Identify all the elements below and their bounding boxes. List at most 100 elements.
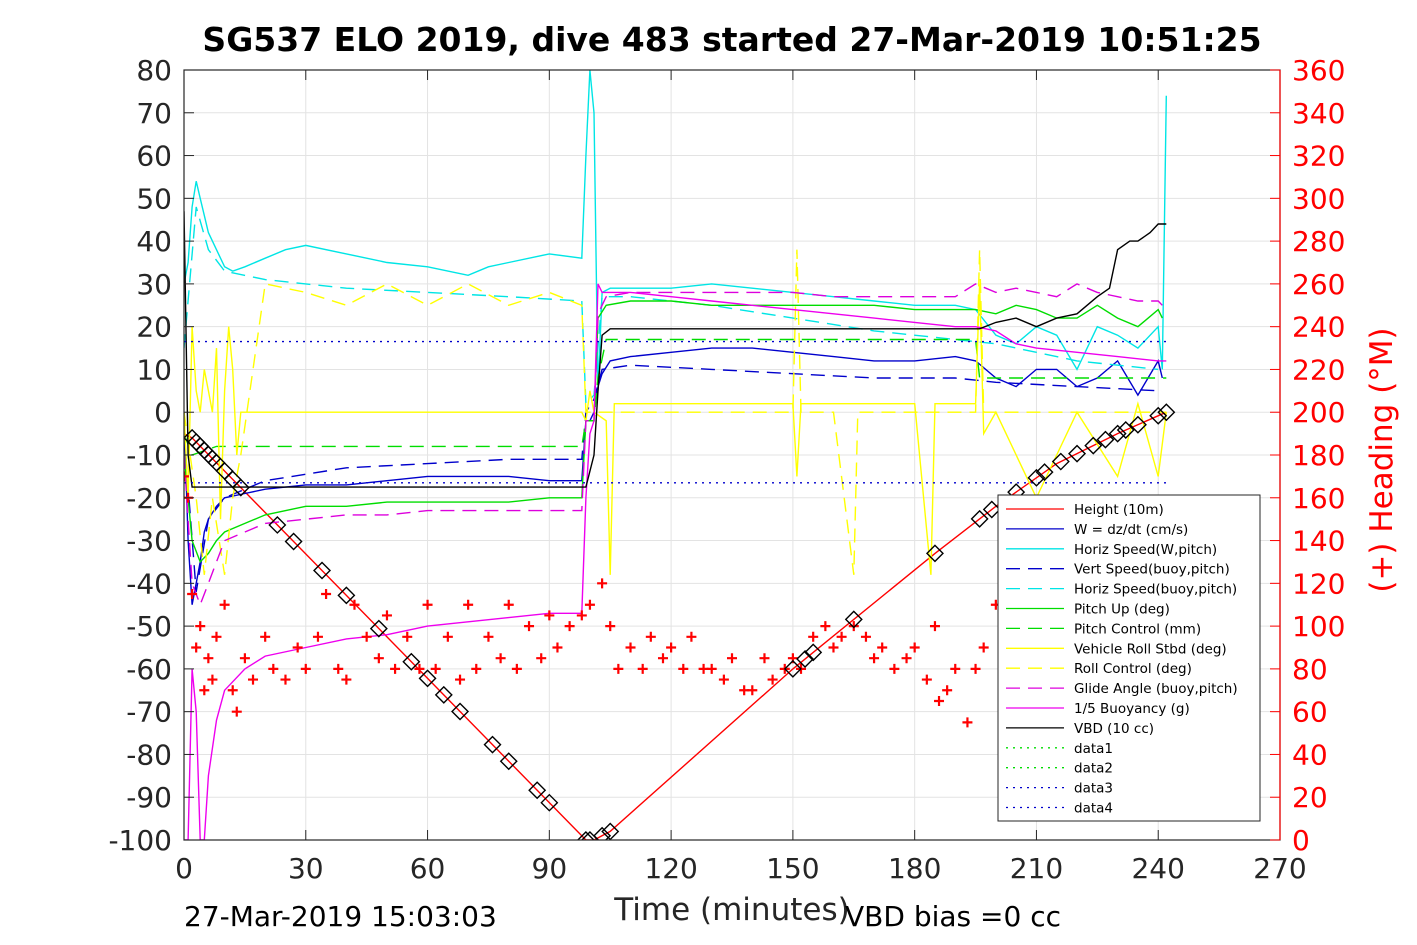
y-tick-label: 50	[136, 182, 172, 215]
footer-vbd-bias: VBD bias =0 cc	[845, 900, 1061, 933]
legend-entry: Pitch Up (deg)	[1074, 602, 1170, 618]
dive-marker	[418, 669, 437, 688]
heading-marker	[442, 631, 453, 642]
legend-entry: Vehicle Roll Stbd (deg)	[1074, 641, 1227, 657]
heading-marker	[511, 663, 522, 674]
axes: 0 30 60 90 120 150 180 210 240 270 80 70 60 50 40 30 20 1…	[108, 54, 1345, 885]
x-tick-label: 30	[288, 852, 324, 885]
legend-entry: W = dz/dt (cm/s)	[1074, 522, 1188, 538]
right-y-tick-label: 280	[1292, 225, 1345, 258]
y-tick-label: 10	[136, 353, 172, 386]
heading-marker	[312, 631, 323, 642]
right-axis-label: (+) Heading (°M)	[1364, 327, 1400, 592]
heading-marker	[637, 663, 648, 674]
dive-marker	[796, 649, 815, 668]
heading-marker	[727, 653, 737, 664]
x-axis-label: Time (minutes)	[613, 892, 849, 928]
heading-marker	[597, 578, 608, 589]
heading-marker	[300, 663, 311, 674]
x-tick-label: 120	[644, 852, 697, 885]
y-tick-label: -100	[108, 824, 172, 857]
series-line	[184, 249, 1167, 575]
dive-marker	[451, 702, 470, 721]
heading-marker	[820, 621, 831, 632]
heading-marker	[381, 610, 392, 621]
heading-marker	[625, 642, 636, 653]
heading-marker	[321, 589, 332, 600]
dive-marker	[528, 781, 547, 800]
heading-marker	[207, 674, 218, 685]
heading-marker	[544, 610, 555, 621]
heading-marker	[860, 631, 871, 642]
series-line	[184, 364, 1159, 593]
footer-timestamp: 27-Mar-2019 15:03:03	[184, 900, 497, 933]
heading-marker	[349, 599, 360, 610]
y-tick-label: -30	[126, 525, 172, 558]
heading-marker	[248, 674, 259, 685]
y-tick-label: -20	[126, 482, 172, 515]
x-tick-label: 180	[888, 852, 941, 885]
x-tick-label: 150	[766, 852, 819, 885]
y-tick-label: -80	[126, 738, 172, 771]
right-y-tick-label: 240	[1292, 311, 1345, 344]
legend-entry: Height (10m)	[1074, 502, 1164, 518]
dive-marker	[268, 515, 287, 534]
heading-marker	[455, 674, 466, 685]
series-line	[184, 211, 1167, 488]
heading-marker	[187, 589, 198, 600]
heading-marker	[463, 599, 474, 610]
right-y-tick-label: 260	[1292, 268, 1345, 301]
heading-marker	[422, 599, 433, 610]
heading-marker	[260, 631, 271, 642]
dive-marker	[1084, 436, 1103, 455]
series-line	[184, 411, 1167, 840]
x-tick-label: 210	[1010, 852, 1063, 885]
heading-marker	[483, 631, 494, 642]
heading-marker	[962, 717, 973, 728]
right-y-tick-label: 220	[1292, 353, 1345, 386]
heading-marker	[901, 653, 912, 664]
heading-marker	[942, 685, 953, 696]
dive-marker	[1096, 430, 1115, 449]
dive-marker	[313, 561, 332, 580]
right-y-tick-label: 60	[1292, 696, 1328, 729]
heading-marker	[199, 685, 210, 696]
y-tick-label: -40	[126, 567, 172, 600]
x-tick-label: 0	[175, 852, 193, 885]
legend-entry: Vert Speed(buoy,pitch)	[1074, 562, 1230, 578]
heading-marker	[808, 631, 819, 642]
x-tick-label: 90	[532, 852, 568, 885]
heading-marker	[280, 674, 291, 685]
legend-entry: data1	[1074, 741, 1113, 757]
heading-marker	[524, 621, 535, 632]
right-y-tick-label: 160	[1292, 482, 1345, 515]
right-y-tick-label: 100	[1292, 610, 1345, 643]
legend-entry: Glide Angle (buoy,pitch)	[1074, 681, 1238, 697]
x-tick-label: 270	[1253, 852, 1306, 885]
right-y-tick-label: 0	[1292, 824, 1310, 857]
heading-marker	[934, 695, 945, 706]
dive-marker	[576, 831, 595, 840]
dive-marker	[1128, 415, 1147, 434]
y-tick-label: -10	[126, 439, 172, 472]
dive-marker	[1068, 444, 1087, 463]
y-tick-label: -50	[126, 610, 172, 643]
heading-marker	[390, 663, 401, 674]
dive-marker	[925, 544, 944, 563]
heading-marker	[759, 653, 770, 664]
heading-marker	[877, 642, 888, 653]
dive-marker	[970, 509, 989, 528]
heading-marker	[414, 663, 425, 674]
heading-marker	[195, 621, 206, 632]
heading-marker	[495, 653, 506, 664]
heading-marker	[970, 663, 981, 674]
dive-marker	[1116, 421, 1135, 440]
heading-marker	[292, 642, 303, 653]
heading-marker	[605, 621, 616, 632]
dive-marker	[337, 586, 356, 605]
dive-marker	[982, 500, 1001, 519]
dive-marker	[402, 652, 421, 671]
dive-marker	[369, 619, 388, 638]
right-y-tick-label: 140	[1292, 525, 1345, 558]
